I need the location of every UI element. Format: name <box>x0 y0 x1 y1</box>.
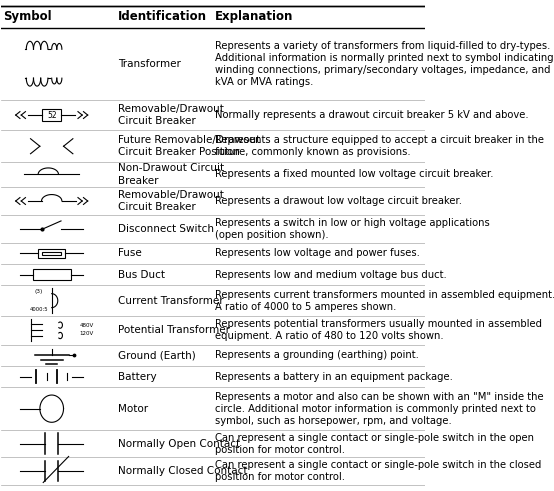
Text: Future Removable/Drawout
Circuit Breaker Position: Future Removable/Drawout Circuit Breaker… <box>118 135 260 158</box>
Text: Represents a variety of transformers from liquid-filled to dry-types.
Additional: Represents a variety of transformers fro… <box>216 41 554 87</box>
Text: Can represent a single contact or single-pole switch in the closed
position for : Can represent a single contact or single… <box>216 460 542 482</box>
Text: Bus Duct: Bus Duct <box>118 270 165 280</box>
Text: Represents a grounding (earthing) point.: Represents a grounding (earthing) point. <box>216 351 419 360</box>
Text: Represents current transformers mounted in assembled equipment.
A ratio of 4000 : Represents current transformers mounted … <box>216 290 554 312</box>
Text: Represents low voltage and power fuses.: Represents low voltage and power fuses. <box>216 248 420 258</box>
Text: Represents a fixed mounted low voltage circuit breaker.: Represents a fixed mounted low voltage c… <box>216 169 494 179</box>
Text: Normally Open Contact: Normally Open Contact <box>118 438 240 449</box>
Text: Potential Transformer: Potential Transformer <box>118 326 230 335</box>
Text: Battery: Battery <box>118 372 156 382</box>
Text: Represents a structure equipped to accept a circuit breaker in the
future, commo: Represents a structure equipped to accep… <box>216 135 544 157</box>
Text: Identification: Identification <box>118 10 207 24</box>
Text: Non-Drawout Circuit
Breaker: Non-Drawout Circuit Breaker <box>118 163 224 186</box>
Text: Represents a motor and also can be shown with an "M" inside the
circle. Addition: Represents a motor and also can be shown… <box>216 392 544 426</box>
Text: Disconnect Switch: Disconnect Switch <box>118 224 214 234</box>
Bar <box>43 109 61 121</box>
Text: Symbol: Symbol <box>3 10 52 24</box>
Text: Represents low and medium voltage bus duct.: Represents low and medium voltage bus du… <box>216 270 447 280</box>
Bar <box>38 249 65 258</box>
Text: Current Transformer: Current Transformer <box>118 296 223 306</box>
Bar <box>42 251 61 255</box>
Text: Transformer: Transformer <box>118 59 181 69</box>
Text: Represents a drawout low voltage circuit breaker.: Represents a drawout low voltage circuit… <box>216 196 462 206</box>
Text: Fuse: Fuse <box>118 248 142 258</box>
Text: Explanation: Explanation <box>216 10 294 24</box>
Text: Represents potential transformers usually mounted in assembled
equipment. A rati: Represents potential transformers usuall… <box>216 319 542 341</box>
Text: Represents a battery in an equipment package.: Represents a battery in an equipment pac… <box>216 372 453 382</box>
Bar <box>33 270 71 280</box>
Text: Motor: Motor <box>118 404 148 413</box>
Text: Removable/Drawout
Circuit Breaker: Removable/Drawout Circuit Breaker <box>118 104 224 126</box>
Text: 120V: 120V <box>79 331 94 336</box>
Text: Normally represents a drawout circuit breaker 5 kV and above.: Normally represents a drawout circuit br… <box>216 110 529 120</box>
Text: Removable/Drawout
Circuit Breaker: Removable/Drawout Circuit Breaker <box>118 190 224 212</box>
Text: 480V: 480V <box>79 323 94 327</box>
Text: (3): (3) <box>35 289 43 294</box>
Text: Represents a switch in low or high voltage applications
(open position shown).: Represents a switch in low or high volta… <box>216 218 490 240</box>
Text: 4000:5: 4000:5 <box>30 307 48 312</box>
Text: Normally Closed Contact: Normally Closed Contact <box>118 466 247 476</box>
Text: 52: 52 <box>47 110 57 119</box>
Text: Can represent a single contact or single-pole switch in the open
position for mo: Can represent a single contact or single… <box>216 433 534 455</box>
Text: Ground (Earth): Ground (Earth) <box>118 351 196 360</box>
